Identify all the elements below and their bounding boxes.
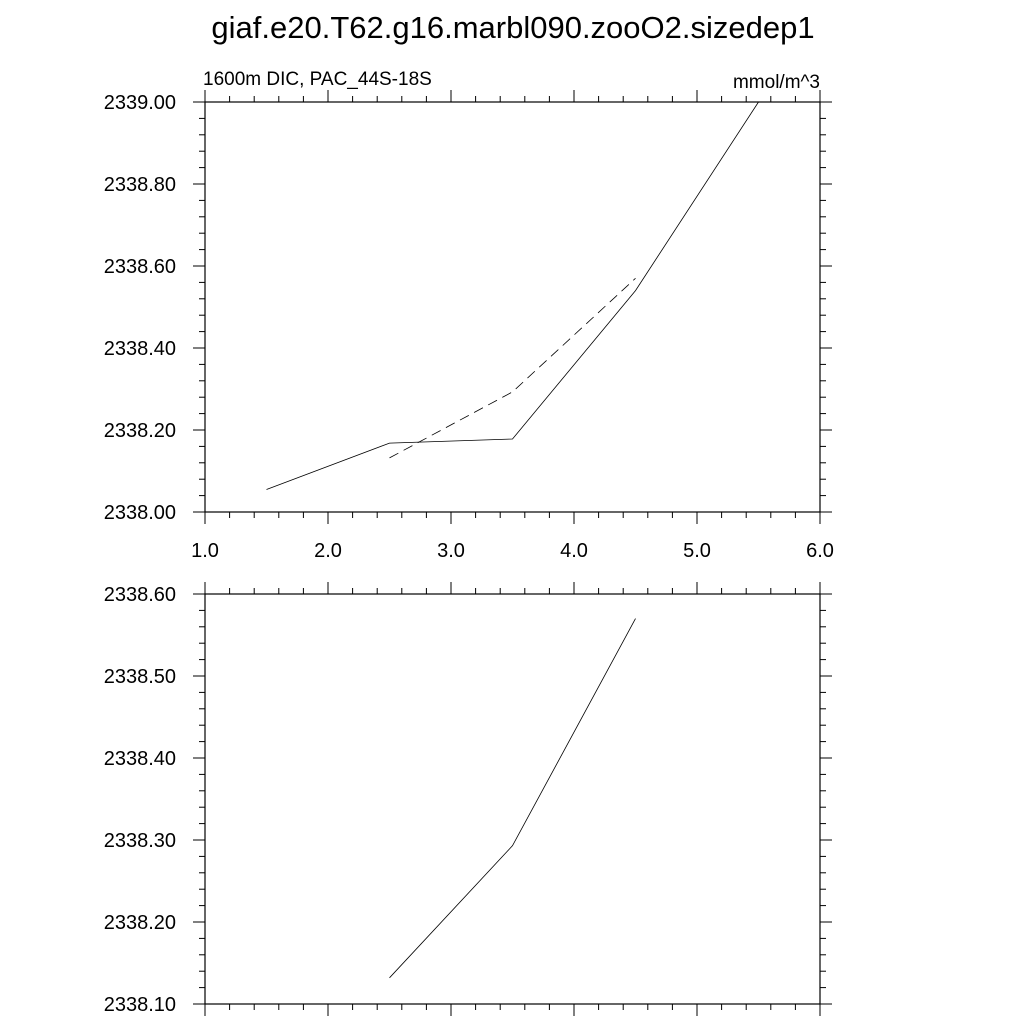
y-tick-label: 2338.10 [104, 994, 176, 1016]
y-tick-label: 2338.40 [104, 748, 176, 770]
solid-series-line [266, 101, 759, 490]
dashed-series-line [389, 278, 636, 459]
x-tick-label: 1.0 [191, 540, 219, 562]
chart-title: giaf.e20.T62.g16.marbl090.zooO2.sizedep1 [211, 10, 814, 45]
x-tick-label: 5.0 [683, 540, 711, 562]
x-tick-label: 6.0 [806, 540, 834, 562]
axis-ticks [193, 90, 832, 524]
y-tick-label: 2338.40 [104, 338, 176, 360]
y-tick-label: 2338.20 [104, 420, 176, 442]
y-tick-label: 2339.00 [104, 92, 176, 114]
y-tick-label: 2338.00 [104, 502, 176, 524]
axis-ticks [193, 582, 832, 1016]
y-tick-label: 2338.30 [104, 830, 176, 852]
y-tick-label: 2338.60 [104, 584, 176, 606]
x-tick-label: 3.0 [437, 540, 465, 562]
plot-frame [204, 593, 821, 1005]
x-tick-label: 2.0 [314, 540, 342, 562]
top-panel: 2338.00 2338.20 2338.40 2338.60 2338.80 2339.… [104, 69, 834, 562]
right-string: mmol/m^3 [733, 72, 820, 93]
bottom-panel: 2338.10 2338.20 2338.30 2338.40 2338.50 2338.… [104, 582, 832, 1016]
left-string: 1600m DIC, PAC_44S-18S [203, 69, 432, 90]
x-tick-label: 4.0 [560, 540, 588, 562]
y-tick-label: 2338.20 [104, 912, 176, 934]
solid-series-line [389, 618, 636, 979]
y-tick-label: 2338.80 [104, 174, 176, 196]
plot-frame [204, 101, 821, 513]
y-tick-label: 2338.60 [104, 256, 176, 278]
y-tick-label: 2338.50 [104, 666, 176, 688]
